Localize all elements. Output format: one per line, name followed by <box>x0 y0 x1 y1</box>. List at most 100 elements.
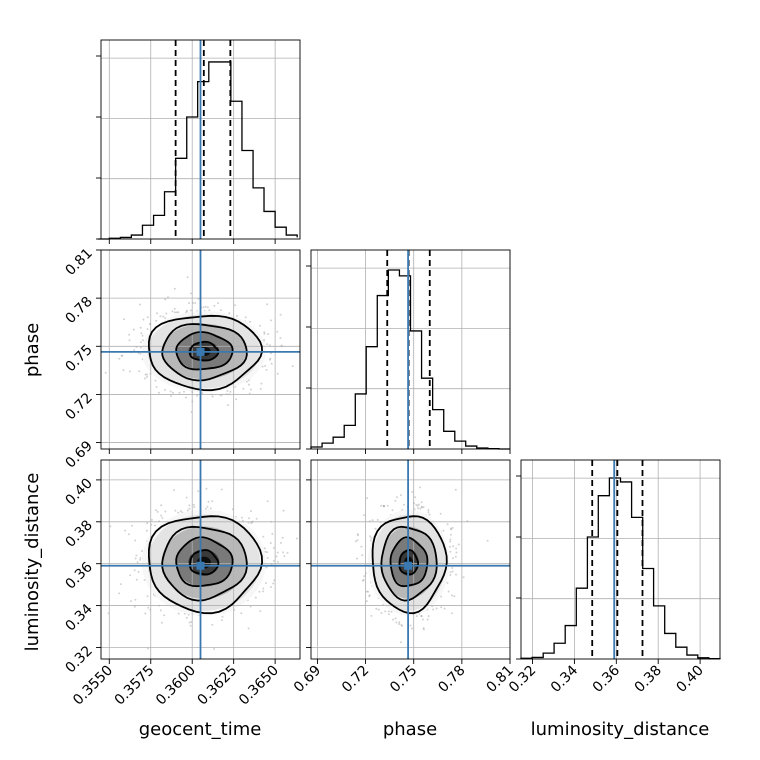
sample-point <box>269 542 272 544</box>
sample-point <box>266 303 269 306</box>
sample-point <box>452 557 454 560</box>
histogram-geocent_time <box>98 61 298 240</box>
x-tick-label: 0.69 <box>291 663 324 696</box>
contour-geocent_time-luminosity_distance-3 <box>148 515 264 615</box>
sample-point <box>371 519 374 522</box>
sample-point <box>177 612 180 615</box>
x-tick-label: 0.72 <box>339 663 372 696</box>
panel-frame <box>520 459 721 660</box>
contour-geocent_time-luminosity_distance-0 <box>188 549 220 576</box>
sample-point <box>133 569 136 572</box>
sample-point <box>368 594 371 597</box>
sample-point <box>155 385 158 388</box>
sample-point <box>418 486 421 489</box>
sample-point <box>173 307 176 310</box>
y-tick-label: 0.78 <box>62 294 95 327</box>
density-phase-luminosity_distance <box>354 486 489 644</box>
sample-point <box>383 505 385 508</box>
sample-point <box>449 574 452 576</box>
sample-point <box>420 505 423 508</box>
sample-point <box>387 610 390 613</box>
sample-point <box>457 543 460 546</box>
sample-point <box>366 497 369 500</box>
sample-point <box>104 371 107 374</box>
sample-point <box>211 623 214 626</box>
sample-point <box>442 529 445 532</box>
sample-point <box>383 505 386 508</box>
sample-point <box>141 550 143 552</box>
sample-point <box>206 306 209 309</box>
sample-point <box>390 610 393 613</box>
sample-point <box>118 357 121 360</box>
sample-point <box>141 334 144 337</box>
sample-point <box>155 319 158 322</box>
sample-point <box>420 615 423 617</box>
sample-point <box>422 506 425 509</box>
sample-point <box>447 590 450 593</box>
sample-point <box>369 535 371 538</box>
sample-point <box>462 576 465 579</box>
sample-point <box>172 391 174 394</box>
sample-point <box>146 375 148 378</box>
sample-point <box>160 504 163 507</box>
sample-point <box>451 567 454 569</box>
panel-frame <box>100 459 301 660</box>
sample-point <box>186 309 189 312</box>
sample-point <box>228 312 231 315</box>
sample-point <box>132 328 135 331</box>
sample-point <box>156 510 159 513</box>
sample-point <box>361 554 364 557</box>
sample-point <box>192 503 195 506</box>
sample-point <box>207 500 210 503</box>
x-tick-label: 0.3650 <box>236 663 282 709</box>
sample-point <box>189 309 192 312</box>
x-tick-label: 0.75 <box>387 663 420 696</box>
sample-point <box>272 582 275 585</box>
plot-data <box>98 40 721 660</box>
sample-point <box>272 559 275 562</box>
sample-point <box>260 382 263 385</box>
sample-point <box>133 349 136 352</box>
sample-point <box>219 309 222 312</box>
y-tick-label: 0.75 <box>62 342 95 375</box>
sample-point <box>174 509 177 512</box>
sample-point <box>249 510 252 513</box>
truth-marker <box>404 561 413 570</box>
sample-point <box>282 509 285 512</box>
sample-point <box>259 387 262 390</box>
sample-point <box>150 518 153 521</box>
sample-point <box>217 302 220 305</box>
sample-point <box>265 566 268 569</box>
sample-point <box>188 507 191 510</box>
sample-point <box>142 339 144 342</box>
sample-point <box>183 390 185 393</box>
sample-point <box>270 362 273 365</box>
sample-point <box>365 590 368 593</box>
contour-phase-luminosity_distance-3 <box>371 515 448 615</box>
x-tick-label: 0.3600 <box>153 663 199 709</box>
sample-point <box>250 522 253 525</box>
sample-point <box>486 539 489 542</box>
sample-point <box>411 490 414 493</box>
sample-point <box>356 533 359 536</box>
sample-point <box>262 590 265 593</box>
sample-point <box>235 398 238 401</box>
sample-point <box>427 509 430 511</box>
sample-point <box>421 506 423 509</box>
y-tick-label: 0.72 <box>62 390 95 423</box>
x-tick-label: 0.78 <box>435 663 468 696</box>
sample-point <box>446 523 449 526</box>
sample-point <box>432 608 435 611</box>
sample-point <box>177 511 180 514</box>
sample-point <box>392 618 395 621</box>
sample-point <box>162 315 165 318</box>
sample-point <box>450 533 452 536</box>
sample-point <box>454 555 457 558</box>
sample-point <box>156 312 158 315</box>
sample-point <box>452 545 455 548</box>
sample-point <box>354 540 357 543</box>
sample-point <box>140 341 142 344</box>
sample-point <box>138 370 141 373</box>
sample-point <box>361 579 364 582</box>
